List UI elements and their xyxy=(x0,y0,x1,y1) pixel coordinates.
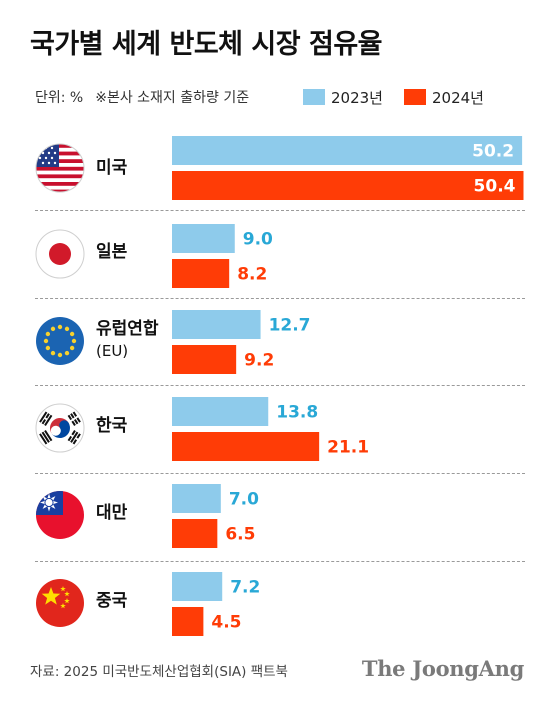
data-label-2023: 7.2 xyxy=(230,578,260,598)
country-label-japan: 일본 xyxy=(96,242,128,262)
eu-star-icon xyxy=(57,352,63,358)
legend-item-2023: 2023년 xyxy=(303,86,383,108)
eu-star-icon xyxy=(64,326,70,332)
country-label-eu: 유럽연합 (EU) xyxy=(96,318,159,362)
china-flag-icon xyxy=(36,579,84,627)
bar-2024 xyxy=(172,432,320,461)
eu-star-icon xyxy=(64,350,70,356)
country-label-eu-name: 유럽연합 xyxy=(96,319,159,339)
legend-swatch-2023 xyxy=(303,89,325,105)
bar-2023 xyxy=(172,572,223,601)
row-divider xyxy=(35,561,525,562)
eu-star-icon xyxy=(57,324,63,330)
row-divider xyxy=(35,473,525,474)
country-label-korea: 한국 xyxy=(96,416,128,436)
bar-2024 xyxy=(172,259,230,288)
japan-flag-icon xyxy=(35,229,85,279)
eu-star-icon xyxy=(45,331,51,337)
bar-2023 xyxy=(172,484,221,513)
data-label-2024: 6.5 xyxy=(225,525,255,545)
bar-2023 xyxy=(172,224,235,253)
bar-2024 xyxy=(172,519,218,548)
bar-2023 xyxy=(172,136,523,165)
taiwan-flag-icon xyxy=(36,491,84,539)
data-label-2023: 13.8 xyxy=(276,403,318,423)
basis-note: ※본사 소재지 출하량 기준 xyxy=(95,90,250,106)
eu-star-icon xyxy=(45,345,51,351)
data-label-2023: 12.7 xyxy=(269,316,311,336)
eu-star-icon xyxy=(69,345,75,351)
data-label-2024: 9.2 xyxy=(244,351,274,371)
eu-star-icon xyxy=(71,338,77,344)
country-label-eu-sub: (EU) xyxy=(96,342,129,360)
data-label-2023: 7.0 xyxy=(229,490,259,510)
source-note: 자료: 2025 미국반도체산업협회(SIA) 팩트북 xyxy=(30,664,288,680)
data-label-2024: 21.1 xyxy=(327,438,369,458)
country-label-china: 중국 xyxy=(96,591,128,611)
row-divider xyxy=(35,298,525,299)
korea-flag-icon xyxy=(35,403,85,453)
country-label-taiwan: 대만 xyxy=(96,503,128,523)
bar-2024 xyxy=(172,171,524,200)
eu-flag-icon xyxy=(36,317,84,365)
row-divider xyxy=(35,210,525,211)
chart-title: 국가별 세계 반도체 시장 점유율 xyxy=(30,29,383,60)
legend-swatch-2024 xyxy=(404,89,426,105)
eu-star-icon xyxy=(69,331,75,337)
data-label-2024: 8.2 xyxy=(237,265,267,285)
subtitle-line: 단위: % ※본사 소재지 출하량 기준 xyxy=(35,86,249,108)
eu-star-icon xyxy=(50,326,56,332)
legend-label-2023: 2023년 xyxy=(331,88,383,107)
us-flag-icon xyxy=(35,143,85,193)
data-label-2023: 9.0 xyxy=(243,230,273,250)
bar-2023 xyxy=(172,397,269,426)
eu-star-icon xyxy=(50,350,56,356)
legend-label-2024: 2024년 xyxy=(432,88,484,107)
brand-logo: The JoongAng xyxy=(361,656,524,681)
bar-2023 xyxy=(172,310,261,339)
data-label-2024: 4.5 xyxy=(211,613,241,633)
bar-2024 xyxy=(172,607,204,636)
bar-2024 xyxy=(172,345,237,374)
country-label-us: 미국 xyxy=(96,158,128,178)
unit-label: 단위: % xyxy=(35,90,84,106)
data-label-2023: 50.2 xyxy=(472,142,514,162)
data-label-2024: 50.4 xyxy=(474,177,516,197)
row-divider xyxy=(35,385,525,386)
eu-star-icon xyxy=(43,338,49,344)
legend-item-2024: 2024년 xyxy=(404,86,484,108)
